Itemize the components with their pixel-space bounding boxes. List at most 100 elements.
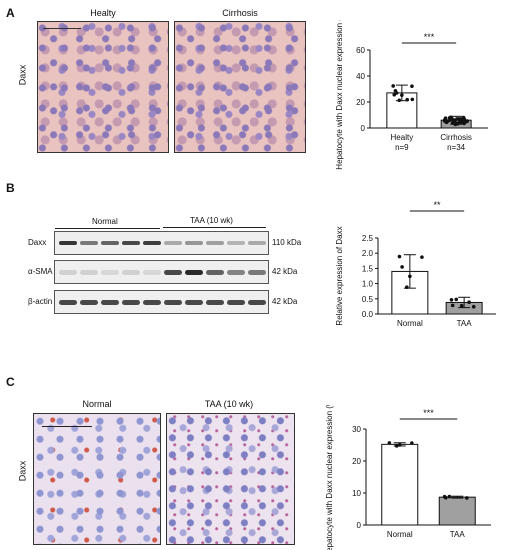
data-point: [459, 303, 464, 308]
blot-label-bactin: β-actin: [28, 297, 53, 306]
data-point: [410, 441, 414, 445]
x-tick-label: Healty: [391, 133, 414, 142]
y-tick-label: 20: [352, 457, 361, 466]
blot-band-daxx: [206, 241, 224, 245]
data-point: [397, 254, 402, 259]
data-point: [449, 298, 454, 302]
blot-group-normal: Normal: [92, 217, 118, 226]
data-point: [391, 84, 395, 88]
y-axis-label: Hepatocyte with Daxx nuclear expression …: [335, 20, 344, 170]
blot-band-daxx: [248, 241, 266, 245]
data-point: [394, 444, 399, 448]
bar: [381, 443, 419, 526]
x-tick-label: Normal: [397, 319, 423, 328]
blot-band-asma: [59, 269, 77, 275]
chart-b: 0.0 0.5 1.0 1.5 2.0 2.5 Relative expression of…: [335, 200, 496, 328]
data-point: [410, 97, 415, 102]
scale-bar: [42, 426, 92, 427]
kda-label-asma: 42 kDa: [272, 267, 298, 276]
data-point: [397, 98, 402, 103]
blot-band-daxx: [185, 241, 203, 245]
y-tick-label: 40: [356, 72, 365, 81]
data-point: [405, 97, 410, 102]
data-point: [450, 121, 455, 125]
data-point: [405, 285, 409, 290]
blot-band-bactin: [80, 299, 98, 305]
blot-band-daxx: [80, 241, 98, 245]
data-point: [410, 84, 414, 89]
blot-band-daxx: [59, 241, 77, 245]
blot-band-asma: [164, 269, 182, 275]
blot-bactin: [54, 290, 269, 314]
data-point: [420, 255, 424, 259]
bracket-normal: [55, 228, 160, 229]
data-point: [408, 274, 412, 279]
kda-label-daxx: 110 kDa: [272, 238, 302, 247]
panel-c-title-normal: Normal: [82, 399, 112, 409]
y-tick-label: 20: [356, 98, 365, 107]
y-tick-label: 0: [357, 521, 362, 530]
blot-band-asma: [206, 269, 224, 275]
data-point: [465, 496, 469, 500]
data-point: [460, 120, 465, 125]
blot-band-daxx: [227, 241, 245, 245]
kda-label-bactin: 42 kDa: [272, 297, 298, 306]
y-tick-label: 0.0: [362, 310, 374, 319]
panel-c-label: C: [6, 375, 15, 389]
data-point: [458, 118, 462, 123]
y-axis-label: Hepatocyte with Daxx nuclear expression …: [325, 405, 334, 550]
data-point: [448, 118, 452, 122]
blot-band-daxx: [164, 241, 182, 245]
blot-band-bactin: [164, 299, 182, 305]
bracket-taa: [163, 227, 266, 228]
blot-band-bactin: [59, 299, 77, 305]
blot-band-daxx: [122, 241, 140, 245]
blot-band-asma: [227, 269, 245, 275]
data-point: [397, 443, 402, 447]
blot-band-bactin: [185, 299, 203, 305]
panel-a-title-cirrhosis: Cirrhosis: [222, 8, 258, 18]
data-point: [387, 441, 392, 445]
blot-band-daxx: [143, 241, 161, 245]
blot-band-asma: [143, 269, 161, 275]
y-tick-label: 30: [352, 425, 361, 434]
data-point: [400, 93, 404, 97]
x-tick-label: TAA: [450, 530, 466, 539]
micrograph-cirrhosis: [174, 21, 306, 153]
scale-bar: [43, 28, 81, 29]
y-tick-label: 0.5: [362, 295, 374, 304]
significance-label: ***: [423, 408, 434, 418]
blot-band-asma: [122, 269, 140, 275]
blot-band-asma: [248, 269, 266, 275]
x-tick-label: Cirrhosis: [440, 133, 472, 142]
blot-band-bactin: [101, 299, 119, 305]
blot-label-asma: α-SMA: [28, 267, 53, 276]
data-point: [454, 297, 459, 302]
data-point: [461, 117, 466, 122]
blot-band-daxx: [101, 241, 119, 245]
blot-band-asma: [101, 269, 119, 275]
blot-band-asma: [80, 269, 98, 275]
blot-band-bactin: [122, 299, 140, 305]
micrograph-taa: [166, 413, 295, 545]
bar: [438, 496, 476, 526]
blot-band-bactin: [248, 299, 266, 305]
y-axis-label: Relative expression of Daxx: [335, 226, 344, 325]
blot-band-bactin: [206, 299, 224, 305]
y-tick-label: 1.0: [362, 280, 374, 289]
y-tick-label: 10: [352, 489, 361, 498]
data-point: [467, 300, 471, 304]
panel-a-row-label: Daxx: [17, 64, 28, 86]
data-point: [443, 495, 448, 500]
y-tick-label: 2.0: [362, 249, 374, 258]
micrograph-normal: [33, 413, 161, 545]
panel-a-title-healthy: Healty: [90, 8, 116, 18]
panel-a-label: A: [6, 6, 15, 20]
panel-c-row-label: Daxx: [17, 460, 28, 482]
data-point: [450, 303, 455, 308]
data-point: [471, 304, 476, 309]
micrograph-healthy: [37, 21, 169, 153]
blot-label-daxx: Daxx: [28, 238, 47, 247]
blot-asma: [54, 260, 269, 284]
y-tick-label: 0: [361, 124, 366, 133]
